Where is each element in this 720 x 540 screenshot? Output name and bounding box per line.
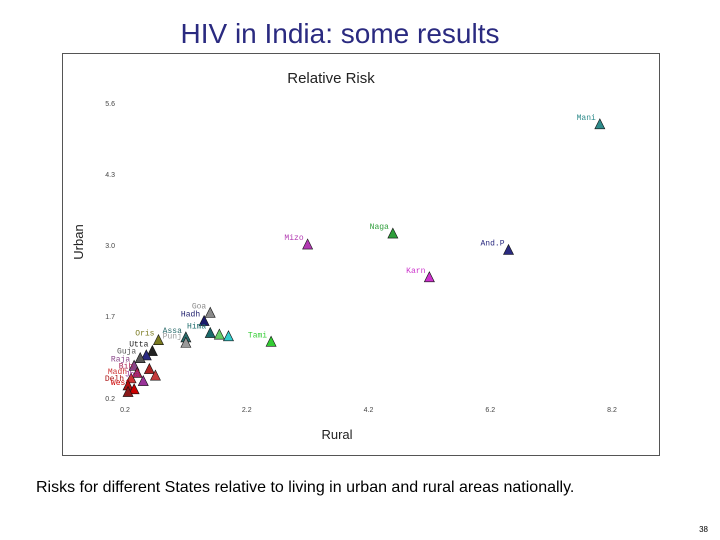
data-point-marker <box>302 238 314 250</box>
data-point-marker <box>149 369 161 381</box>
data-point-marker <box>134 351 146 363</box>
y-tick-label: 5.6 <box>105 101 115 108</box>
data-point-marker <box>128 359 140 371</box>
data-point-marker <box>503 243 514 255</box>
data-point-marker <box>223 330 234 342</box>
x-ticks: 0.2 2.2 4.2 6.2 8.2 <box>120 407 617 414</box>
data-point-label: Oris <box>135 330 154 339</box>
data-point-label: And.P <box>480 240 504 249</box>
data-point-marker <box>143 362 155 374</box>
data-point-marker <box>198 314 210 326</box>
y-tick-label: 4.3 <box>105 172 115 179</box>
data-point-label: Punj <box>163 332 182 341</box>
data-point-label: Bih <box>119 362 134 371</box>
data-point-marker <box>137 374 149 386</box>
data-point-label: Goa <box>192 302 207 311</box>
x-tick-label: 2.2 <box>242 407 252 414</box>
data-point-marker <box>128 383 140 395</box>
page-number: 38 <box>699 525 708 534</box>
x-tick-label: 4.2 <box>364 407 374 414</box>
data-point-marker <box>204 326 216 338</box>
data-point-marker <box>140 349 152 361</box>
data-point-label: Naga <box>370 223 389 232</box>
data-point-marker <box>152 333 164 345</box>
data-point-marker <box>180 336 192 348</box>
x-axis-label: Rural <box>321 427 352 442</box>
data-point-marker <box>131 366 143 378</box>
data-point-label: Assa <box>163 327 182 336</box>
y-tick-label: 0.2 <box>105 396 115 403</box>
data-point-label: Guja <box>117 348 136 357</box>
x-tick-label: 6.2 <box>485 407 495 414</box>
x-tick-label: 8.2 <box>607 407 617 414</box>
data-point-label: Mani <box>577 114 596 123</box>
data-point-label: Utta <box>129 341 148 350</box>
data-point-label: Tami <box>248 331 267 340</box>
data-point-label: Delh <box>105 375 124 384</box>
y-axis-label: Urban <box>71 224 86 259</box>
y-tick-label: 3.0 <box>105 243 115 250</box>
data-point-marker <box>213 328 225 340</box>
chart-frame <box>62 53 660 456</box>
data-point-label: Jha <box>125 371 140 380</box>
data-point-marker <box>146 344 158 356</box>
data-point-label: Hadh <box>181 311 200 320</box>
data-point-label: West <box>111 379 130 388</box>
slide-caption: Risks for different States relative to l… <box>36 479 575 496</box>
data-point-label: Madh <box>108 368 127 377</box>
data-point-label: Mizo <box>284 234 303 243</box>
data-point-label: Hima <box>187 323 206 332</box>
data-point-marker <box>122 385 134 397</box>
y-tick-label: 1.7 <box>105 314 115 321</box>
data-point-marker <box>125 372 137 384</box>
data-point-label: Karn <box>406 267 425 276</box>
data-point-marker <box>204 306 216 318</box>
data-point-marker <box>387 227 399 239</box>
data-point-label: Raja <box>111 355 130 364</box>
data-point-marker <box>423 271 435 283</box>
x-tick-label: 0.2 <box>120 407 130 414</box>
chart-title: Relative Risk <box>287 70 375 87</box>
slide-title: HIV in India: some results <box>180 18 500 49</box>
data-point-marker <box>594 118 606 130</box>
data-point-marker <box>265 335 277 347</box>
y-ticks: 0.2 1.7 3.0 4.3 5.6 <box>105 101 115 403</box>
